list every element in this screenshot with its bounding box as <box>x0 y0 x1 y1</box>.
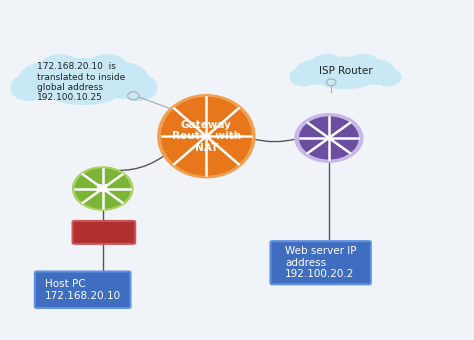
Ellipse shape <box>374 68 401 86</box>
Ellipse shape <box>321 57 370 86</box>
Ellipse shape <box>158 95 255 178</box>
Ellipse shape <box>319 72 372 88</box>
Text: Gateway
Router with
NAT: Gateway Router with NAT <box>172 120 241 153</box>
Ellipse shape <box>346 55 380 75</box>
Ellipse shape <box>300 117 358 159</box>
FancyBboxPatch shape <box>271 241 371 284</box>
Ellipse shape <box>100 63 149 98</box>
Text: Host PC
172.168.20.10: Host PC 172.168.20.10 <box>45 279 121 301</box>
Ellipse shape <box>85 55 129 86</box>
Ellipse shape <box>295 114 363 162</box>
Text: 172.168.20.10  is
translated to inside
global address
192.100.10.25: 172.168.20.10 is translated to inside gl… <box>37 62 126 102</box>
Ellipse shape <box>162 98 251 175</box>
Ellipse shape <box>290 68 317 86</box>
Ellipse shape <box>73 167 133 210</box>
Ellipse shape <box>11 75 46 100</box>
Ellipse shape <box>19 63 68 98</box>
Ellipse shape <box>121 75 156 100</box>
FancyBboxPatch shape <box>73 221 135 244</box>
Text: Web server IP
address
192.100.20.2: Web server IP address 192.100.20.2 <box>285 246 356 279</box>
Ellipse shape <box>38 55 83 86</box>
Ellipse shape <box>75 169 130 208</box>
Ellipse shape <box>48 80 119 104</box>
Ellipse shape <box>296 60 334 84</box>
Text: ISP Router: ISP Router <box>319 66 372 75</box>
Text: R1: R1 <box>96 184 110 193</box>
Ellipse shape <box>357 60 395 84</box>
Circle shape <box>327 79 336 86</box>
FancyBboxPatch shape <box>35 272 130 308</box>
Ellipse shape <box>52 59 116 100</box>
Ellipse shape <box>310 55 345 75</box>
Circle shape <box>128 92 139 100</box>
